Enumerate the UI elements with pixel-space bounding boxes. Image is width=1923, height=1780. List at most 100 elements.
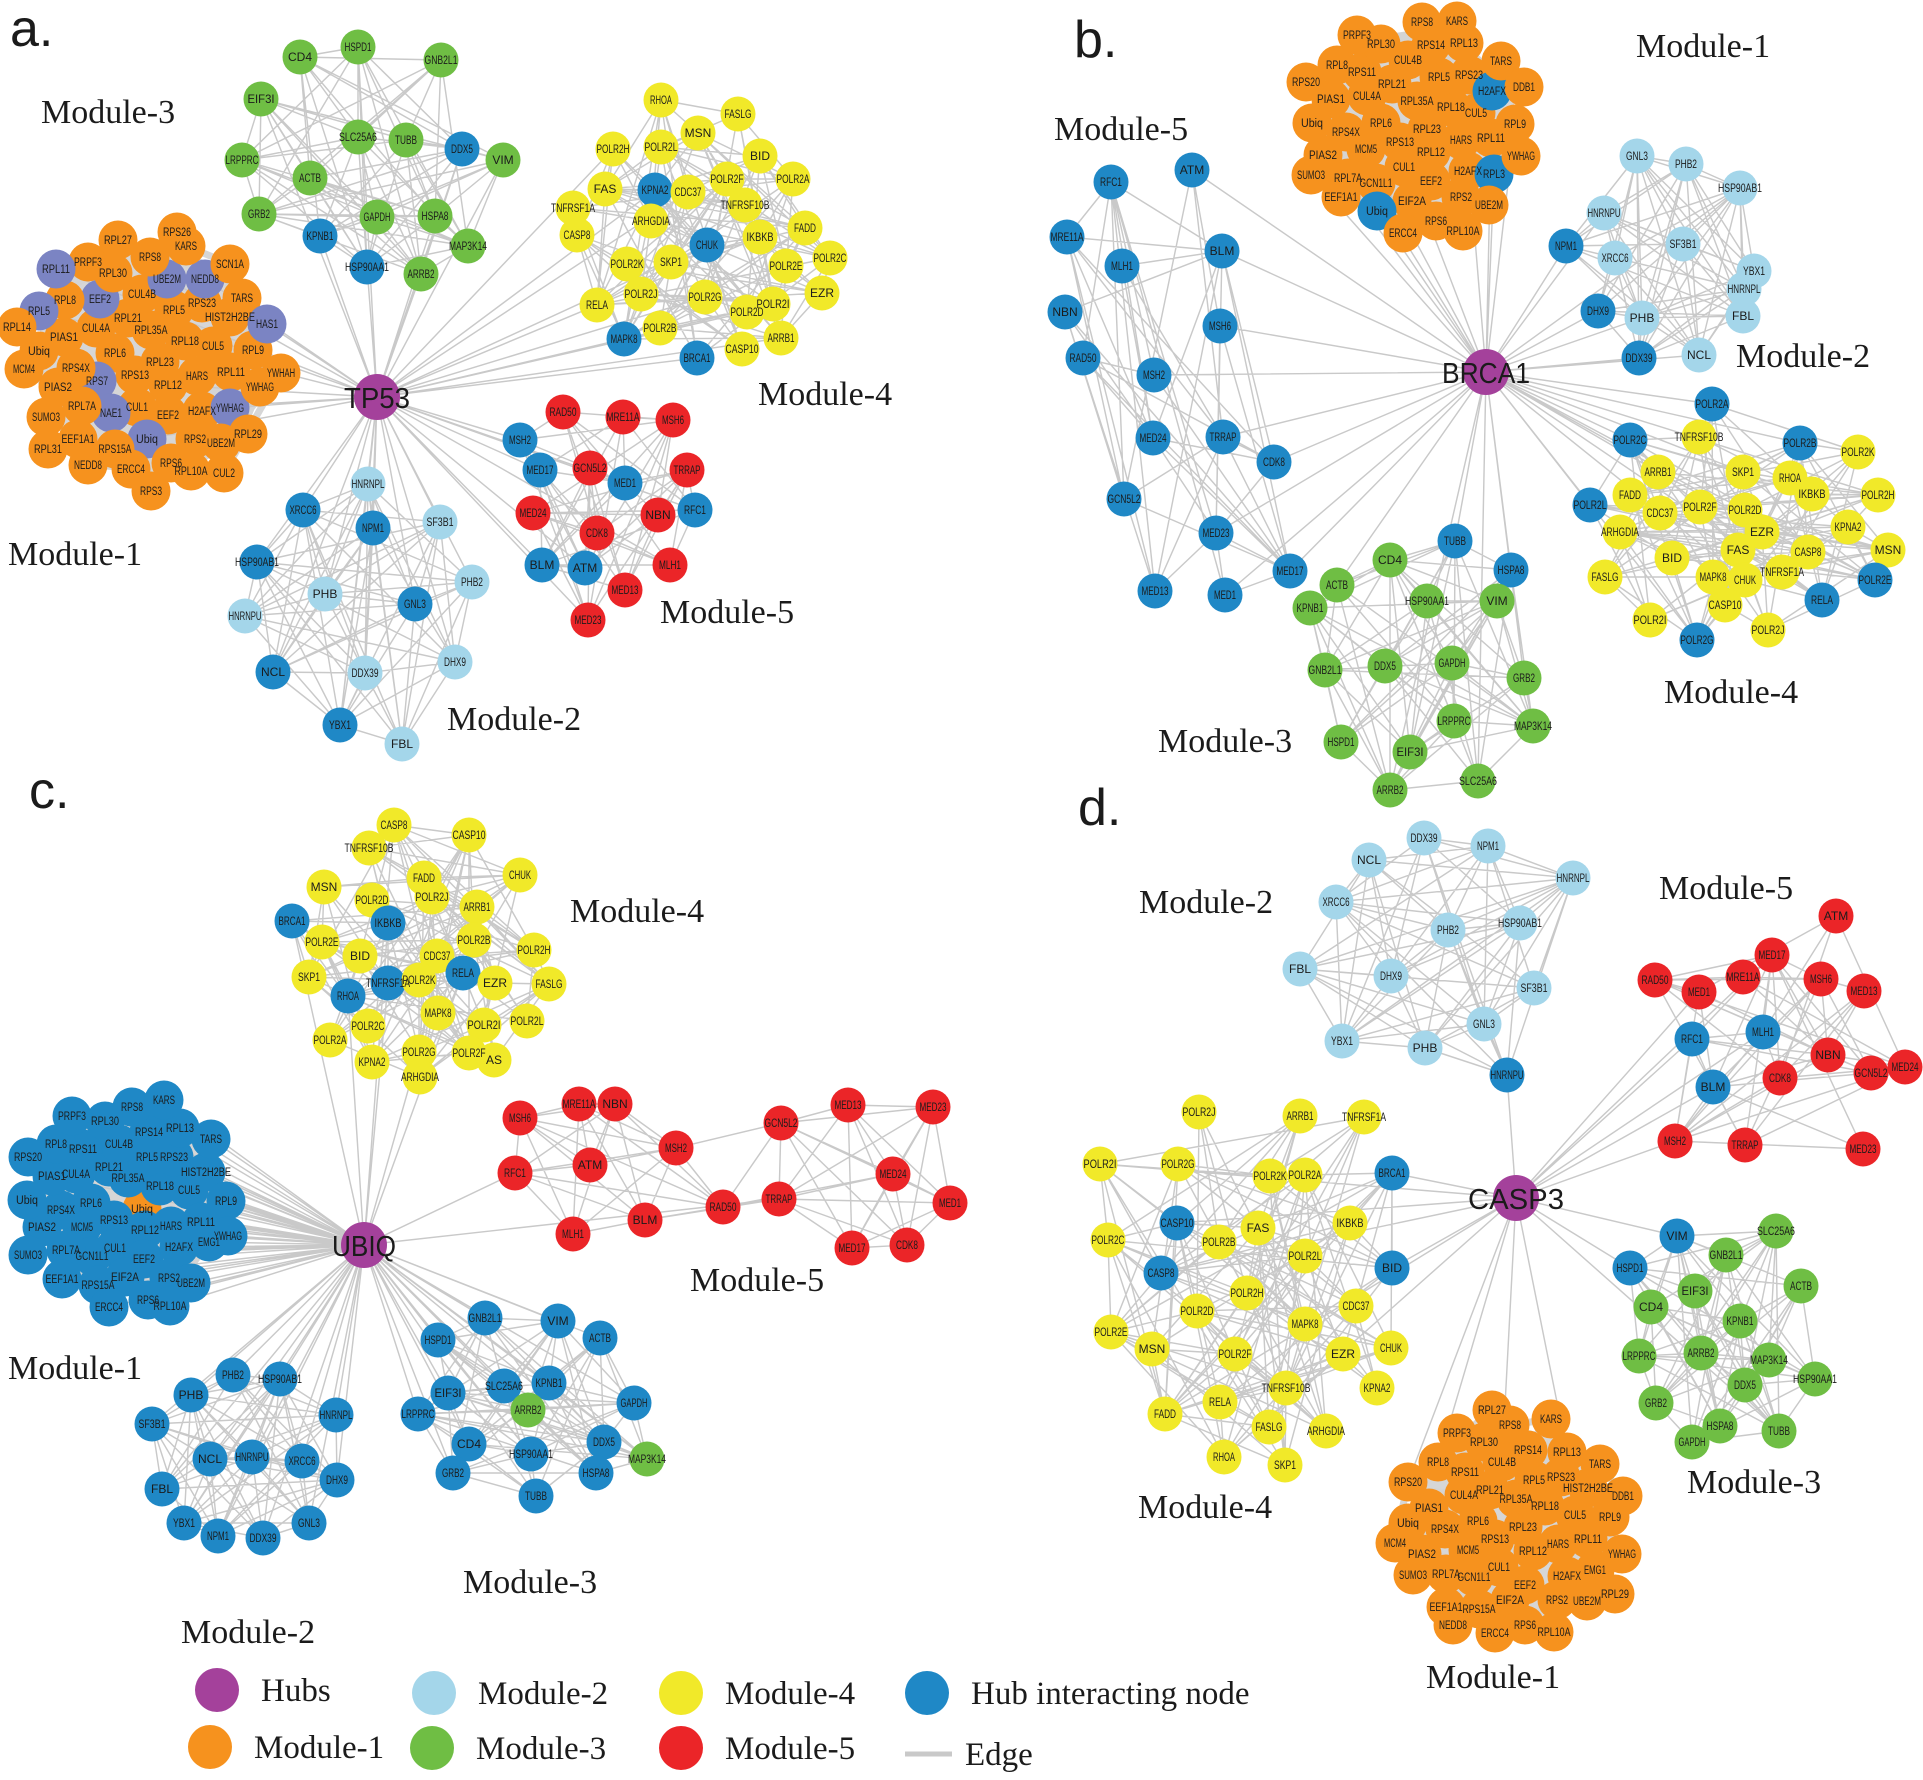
svg-text:POLR2E: POLR2E [1095, 1325, 1128, 1339]
svg-text:CASP8: CASP8 [1795, 545, 1822, 559]
svg-text:MSH2: MSH2 [509, 433, 531, 447]
svg-text:PIAS1: PIAS1 [38, 1171, 66, 1183]
svg-text:FBL: FBL [1732, 309, 1754, 323]
svg-text:GAPDH: GAPDH [1679, 1435, 1706, 1449]
svg-text:a.: a. [10, 0, 53, 58]
svg-text:EMG1: EMG1 [198, 1237, 220, 1249]
svg-text:EEF1A1: EEF1A1 [46, 1274, 79, 1286]
svg-text:RPL10A: RPL10A [1538, 1627, 1571, 1639]
svg-text:PIAS2: PIAS2 [28, 1222, 56, 1234]
svg-text:RPL12: RPL12 [1417, 147, 1445, 159]
svg-text:DHX9: DHX9 [326, 1473, 348, 1487]
svg-text:HSP90AB1: HSP90AB1 [1498, 916, 1542, 930]
svg-text:TRRAP: TRRAP [1732, 1138, 1759, 1152]
svg-text:POLR2G: POLR2G [1162, 1157, 1195, 1171]
svg-text:CUL5: CUL5 [1465, 108, 1487, 120]
svg-text:RPL12: RPL12 [154, 380, 182, 392]
svg-text:TARS: TARS [231, 293, 253, 305]
svg-text:MSH6: MSH6 [1209, 319, 1231, 333]
svg-text:PIAS1: PIAS1 [50, 332, 78, 344]
svg-text:EIF2A: EIF2A [1496, 1595, 1524, 1607]
svg-text:MCM5: MCM5 [1457, 1545, 1479, 1557]
svg-text:POLR2F: POLR2F [1219, 1347, 1252, 1361]
svg-text:POLR2A: POLR2A [314, 1033, 347, 1047]
svg-text:MCM4: MCM4 [1384, 1538, 1406, 1550]
svg-text:BRCA1: BRCA1 [1442, 358, 1530, 390]
svg-text:Module-5: Module-5 [725, 1731, 855, 1767]
svg-text:CUL4B: CUL4B [1488, 1457, 1516, 1469]
svg-text:SF3B1: SF3B1 [1670, 237, 1697, 251]
svg-text:EZR: EZR [1331, 1347, 1355, 1361]
svg-text:POLR2F: POLR2F [711, 172, 744, 186]
svg-text:RPL5: RPL5 [136, 1152, 158, 1164]
svg-text:MRE11A: MRE11A [1051, 230, 1084, 244]
svg-text:POLR2B: POLR2B [1784, 436, 1817, 450]
svg-text:POLR2B: POLR2B [458, 933, 491, 947]
svg-text:Module-5: Module-5 [1659, 870, 1793, 907]
svg-text:RPS6: RPS6 [1425, 216, 1447, 228]
svg-text:CDK8: CDK8 [896, 1238, 918, 1252]
svg-text:MSH2: MSH2 [665, 1141, 687, 1155]
svg-text:PHB2: PHB2 [222, 1368, 244, 1382]
svg-text:RPS26: RPS26 [163, 227, 191, 239]
svg-text:GNL3: GNL3 [298, 1516, 320, 1530]
svg-text:RPS6: RPS6 [137, 1295, 159, 1307]
svg-text:MSH2: MSH2 [1143, 368, 1165, 382]
svg-text:KARS: KARS [175, 241, 197, 253]
svg-text:DDX5: DDX5 [1734, 1378, 1756, 1392]
svg-text:NBN: NBN [645, 508, 670, 522]
svg-text:XRCC6: XRCC6 [290, 503, 317, 517]
svg-text:RPS20: RPS20 [1394, 1477, 1422, 1489]
svg-text:MED13: MED13 [1851, 984, 1878, 998]
svg-text:RPS13: RPS13 [1386, 137, 1414, 149]
svg-text:BID: BID [1662, 551, 1682, 565]
svg-text:YWHAH: YWHAH [267, 368, 295, 380]
svg-text:EEF1A1: EEF1A1 [62, 434, 95, 446]
svg-text:H2AFX: H2AFX [1553, 1571, 1581, 1583]
svg-text:POLR2F: POLR2F [1684, 500, 1717, 514]
svg-text:MCM4: MCM4 [13, 364, 35, 376]
svg-text:EEF2: EEF2 [1514, 1580, 1536, 1592]
svg-text:TUBB: TUBB [1768, 1424, 1790, 1438]
svg-text:CUL5: CUL5 [178, 1185, 200, 1197]
svg-text:Module-1: Module-1 [8, 536, 142, 573]
svg-text:BLM: BLM [1210, 244, 1235, 258]
svg-text:Module-2: Module-2 [1139, 884, 1273, 921]
svg-text:RPS23: RPS23 [160, 1152, 188, 1164]
svg-text:NPM1: NPM1 [1477, 839, 1499, 853]
svg-text:RPL9: RPL9 [242, 345, 264, 357]
svg-text:NEDD8: NEDD8 [191, 274, 219, 286]
svg-text:Ubiq: Ubiq [136, 434, 158, 446]
svg-text:RPL29: RPL29 [234, 429, 262, 441]
svg-text:H2AFX: H2AFX [1478, 86, 1506, 98]
svg-text:UBE2M: UBE2M [1573, 1596, 1601, 1608]
svg-text:MAP3K14: MAP3K14 [628, 1452, 666, 1466]
svg-text:EIF3I: EIF3I [248, 92, 275, 106]
svg-text:H2AFX: H2AFX [165, 1242, 193, 1254]
svg-text:POLR2E: POLR2E [1859, 573, 1892, 587]
svg-text:LRPPRC: LRPPRC [226, 153, 259, 167]
svg-text:MED24: MED24 [520, 506, 547, 520]
svg-text:SKP1: SKP1 [298, 970, 320, 984]
svg-text:POLR2C: POLR2C [1092, 1233, 1125, 1247]
svg-text:RPL5: RPL5 [1523, 1475, 1545, 1487]
svg-text:EEF2: EEF2 [1420, 176, 1442, 188]
svg-text:CUL1: CUL1 [104, 1243, 126, 1255]
svg-text:CDC37: CDC37 [424, 949, 451, 963]
svg-text:HSP90AB1: HSP90AB1 [235, 555, 279, 569]
svg-text:VIM: VIM [547, 1314, 568, 1328]
svg-text:EIF3I: EIF3I [1397, 745, 1424, 759]
svg-text:RPL11: RPL11 [187, 1217, 215, 1229]
svg-text:TNFRSF10B: TNFRSF10B [721, 198, 770, 212]
svg-text:ATM: ATM [578, 1158, 602, 1172]
svg-text:MSN: MSN [1139, 1342, 1166, 1356]
svg-text:MED24: MED24 [1892, 1060, 1919, 1074]
svg-text:RPL30: RPL30 [1367, 39, 1395, 51]
svg-text:GCN5L2: GCN5L2 [1855, 1066, 1888, 1080]
svg-text:GCN5L2: GCN5L2 [574, 461, 607, 475]
svg-text:CDK8: CDK8 [1263, 455, 1285, 469]
svg-text:RPL35A: RPL35A [135, 325, 168, 337]
svg-text:MLH1: MLH1 [1752, 1025, 1774, 1039]
svg-text:Module-4: Module-4 [570, 893, 704, 930]
svg-text:RPS8: RPS8 [1411, 17, 1433, 29]
